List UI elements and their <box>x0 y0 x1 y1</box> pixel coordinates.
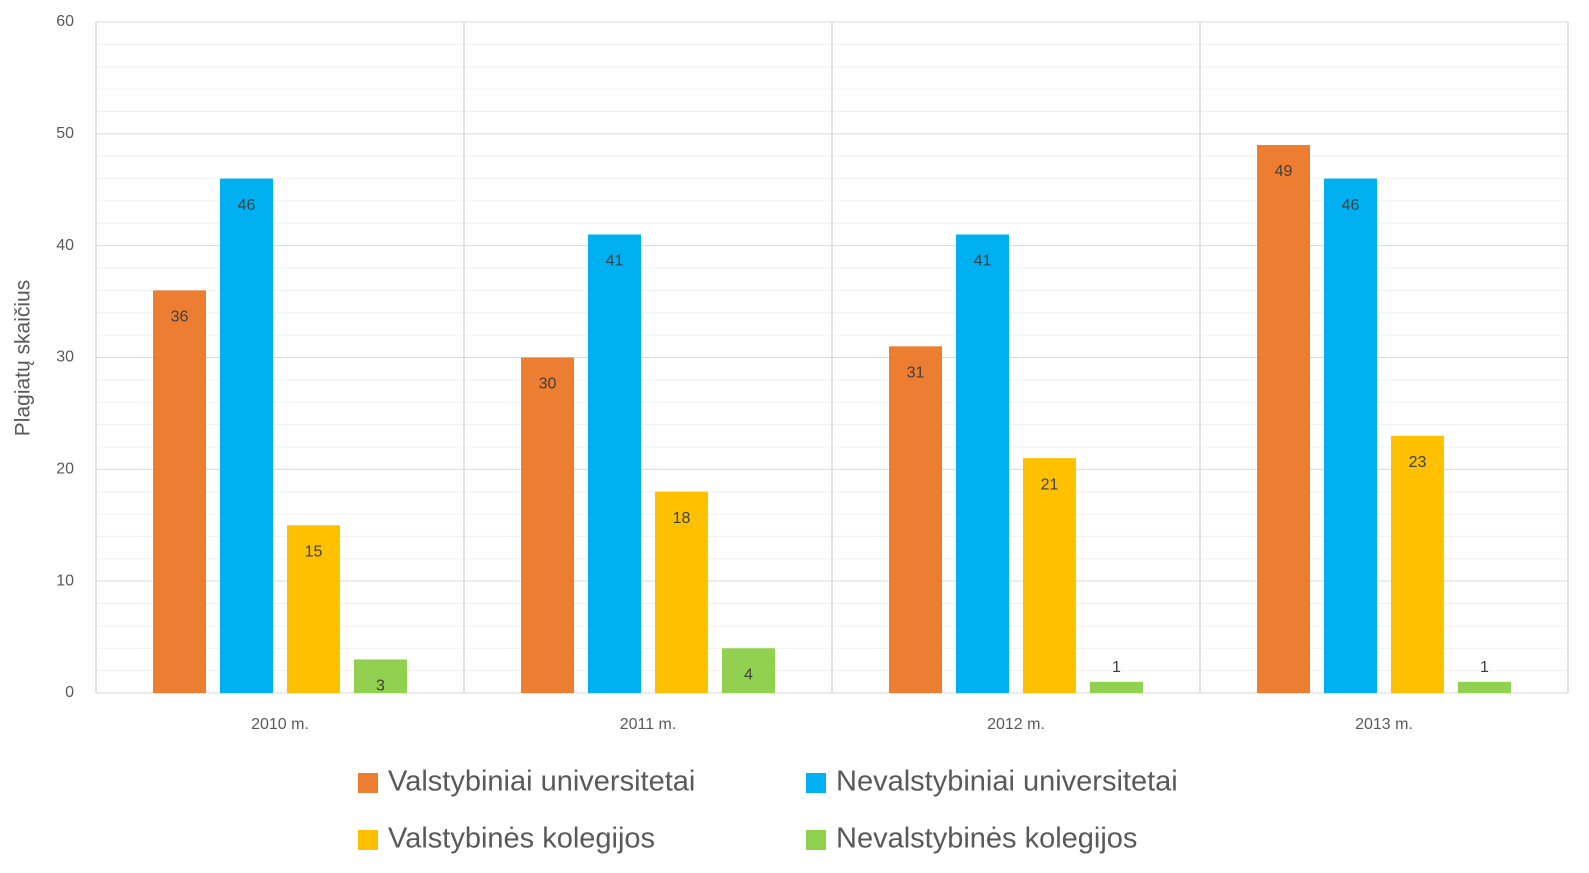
data-label: 3 <box>376 678 385 695</box>
legend-label: Nevalstybiniai universitetai <box>836 766 1178 798</box>
data-label: 1 <box>1480 659 1489 676</box>
bar <box>1391 435 1444 693</box>
y-tick-label: 50 <box>56 125 74 142</box>
legend-label: Valstybiniai universitetai <box>388 766 695 798</box>
bar <box>1324 178 1377 694</box>
bar <box>1458 681 1511 693</box>
legend-label: Valstybinės kolegijos <box>388 823 655 855</box>
bar <box>1257 145 1310 693</box>
y-tick-label: 20 <box>56 461 74 478</box>
bar <box>722 648 775 693</box>
data-label: 30 <box>539 376 557 393</box>
bar <box>521 357 574 693</box>
bar <box>889 346 942 693</box>
x-tick-label: 2013 m. <box>1355 716 1413 733</box>
bar <box>655 491 708 693</box>
bar <box>1023 458 1076 693</box>
legend-swatch <box>358 830 378 850</box>
legend-swatch <box>806 830 826 850</box>
data-label: 49 <box>1275 163 1293 180</box>
data-label: 1 <box>1112 659 1121 676</box>
data-label: 41 <box>974 253 992 270</box>
legend-swatch <box>358 773 378 793</box>
bar <box>153 290 206 693</box>
data-label: 46 <box>238 197 256 214</box>
data-label: 15 <box>305 543 323 560</box>
data-label: 41 <box>606 253 624 270</box>
bar <box>1090 681 1143 693</box>
bar <box>956 234 1009 693</box>
bar <box>354 659 407 693</box>
bar <box>220 178 273 694</box>
bar <box>588 234 641 693</box>
data-label: 36 <box>171 309 189 326</box>
x-tick-label: 2012 m. <box>987 716 1045 733</box>
x-tick-label: 2011 m. <box>620 716 677 733</box>
data-label: 23 <box>1409 454 1427 471</box>
y-tick-label: 30 <box>56 349 74 366</box>
x-tick-label: 2010 m. <box>251 716 309 733</box>
y-tick-label: 0 <box>65 684 74 701</box>
data-label: 18 <box>673 510 691 527</box>
bar <box>287 525 340 693</box>
data-label: 46 <box>1342 197 1360 214</box>
legend-swatch <box>806 773 826 793</box>
data-label: 21 <box>1041 476 1059 493</box>
y-tick-label: 60 <box>56 13 74 30</box>
y-tick-label: 40 <box>56 237 74 254</box>
data-label: 31 <box>907 365 925 382</box>
y-axis-label: Plagiatų skaičius <box>12 280 35 436</box>
y-tick-label: 10 <box>56 572 74 589</box>
data-label: 4 <box>744 666 753 683</box>
legend-label: Nevalstybinės kolegijos <box>836 823 1137 855</box>
